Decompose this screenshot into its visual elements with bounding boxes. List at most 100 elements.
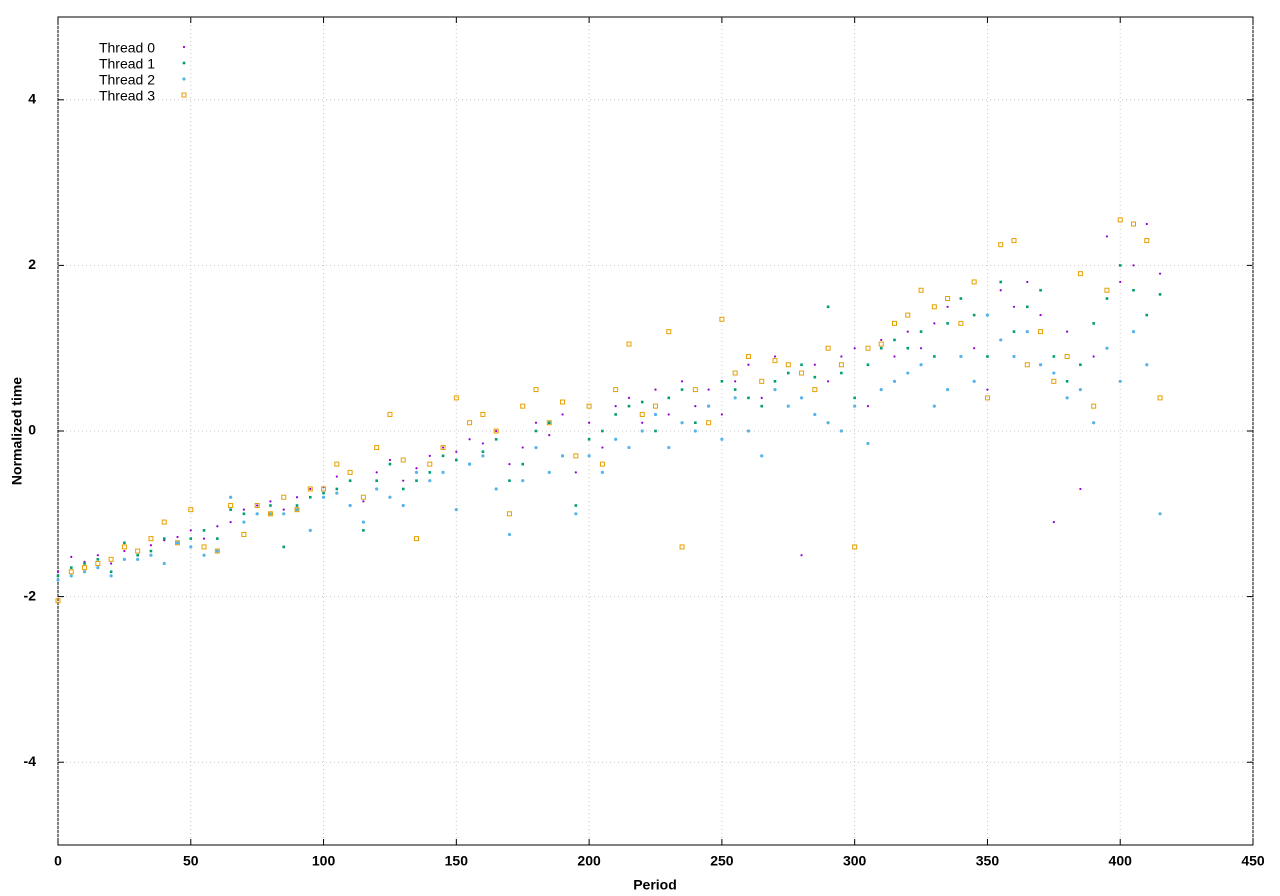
- point: [986, 388, 989, 391]
- point: [427, 461, 433, 467]
- point: [1079, 363, 1082, 367]
- point: [574, 504, 578, 507]
- point: [827, 380, 830, 383]
- point: [374, 445, 380, 451]
- point: [375, 471, 378, 474]
- point: [506, 511, 512, 517]
- x-tick-label: 300: [843, 853, 867, 869]
- legend-label: Thread 0: [99, 40, 155, 56]
- point: [453, 395, 459, 401]
- point: [1012, 354, 1016, 359]
- point: [467, 420, 473, 426]
- legend-marker: [181, 92, 187, 98]
- point: [1117, 217, 1123, 223]
- point: [906, 371, 910, 375]
- point: [812, 387, 818, 393]
- point: [733, 388, 737, 391]
- point: [162, 561, 166, 566]
- point: [1131, 221, 1136, 227]
- point: [149, 549, 153, 553]
- point: [893, 338, 896, 342]
- x-tick-label: 250: [710, 853, 734, 869]
- point: [892, 379, 897, 383]
- point: [294, 507, 300, 513]
- point: [574, 471, 577, 474]
- point: [228, 503, 234, 509]
- point: [692, 387, 698, 393]
- point: [1025, 305, 1029, 309]
- point: [1092, 355, 1095, 358]
- point: [906, 330, 909, 333]
- point: [905, 312, 911, 318]
- point: [110, 562, 113, 565]
- point: [1158, 293, 1162, 296]
- point: [82, 570, 87, 574]
- x-tick-label: 100: [312, 853, 336, 869]
- point: [229, 508, 232, 511]
- point: [69, 566, 73, 569]
- point: [321, 486, 327, 492]
- point: [161, 519, 167, 525]
- point: [694, 405, 697, 408]
- point: [918, 287, 924, 293]
- point: [454, 508, 458, 512]
- point: [388, 458, 392, 462]
- point: [985, 313, 990, 317]
- point: [348, 503, 352, 508]
- point: [759, 378, 765, 384]
- point: [401, 503, 405, 508]
- point: [455, 458, 458, 462]
- x-tick-label: 350: [976, 853, 1000, 869]
- point: [348, 479, 352, 482]
- point: [573, 453, 579, 459]
- point: [1066, 330, 1069, 333]
- point: [148, 536, 154, 542]
- point: [1051, 378, 1057, 384]
- point: [1064, 353, 1070, 359]
- point: [839, 429, 843, 433]
- x-tick-label: 450: [1241, 853, 1265, 869]
- point: [879, 388, 883, 392]
- point: [893, 355, 896, 358]
- point: [1052, 371, 1056, 375]
- point: [614, 405, 617, 408]
- point: [1145, 222, 1148, 226]
- point: [640, 429, 644, 433]
- point: [56, 574, 60, 578]
- point: [176, 535, 179, 539]
- point: [388, 462, 392, 466]
- point: [295, 504, 299, 507]
- point: [109, 570, 113, 574]
- point: [455, 450, 458, 453]
- point: [601, 429, 604, 433]
- point: [931, 304, 937, 310]
- point: [614, 437, 618, 441]
- point: [1026, 280, 1029, 284]
- point: [800, 554, 803, 557]
- point: [507, 532, 512, 537]
- point: [547, 470, 551, 474]
- point: [919, 363, 923, 367]
- point: [786, 371, 790, 375]
- point: [282, 512, 286, 516]
- point: [1012, 330, 1016, 333]
- point: [441, 454, 445, 458]
- point: [680, 388, 684, 391]
- point: [414, 536, 419, 542]
- legend-label: Thread 1: [99, 56, 155, 72]
- point: [282, 508, 285, 511]
- x-tick-label: 400: [1109, 853, 1133, 869]
- point: [933, 355, 936, 358]
- point: [481, 454, 485, 458]
- point: [866, 363, 870, 367]
- point: [415, 467, 418, 470]
- point: [946, 305, 949, 308]
- y-tick-label: 0: [28, 422, 36, 438]
- point: [707, 388, 710, 391]
- point: [202, 553, 206, 557]
- point: [760, 396, 763, 399]
- point: [520, 403, 526, 409]
- point: [826, 421, 830, 425]
- point: [428, 454, 431, 457]
